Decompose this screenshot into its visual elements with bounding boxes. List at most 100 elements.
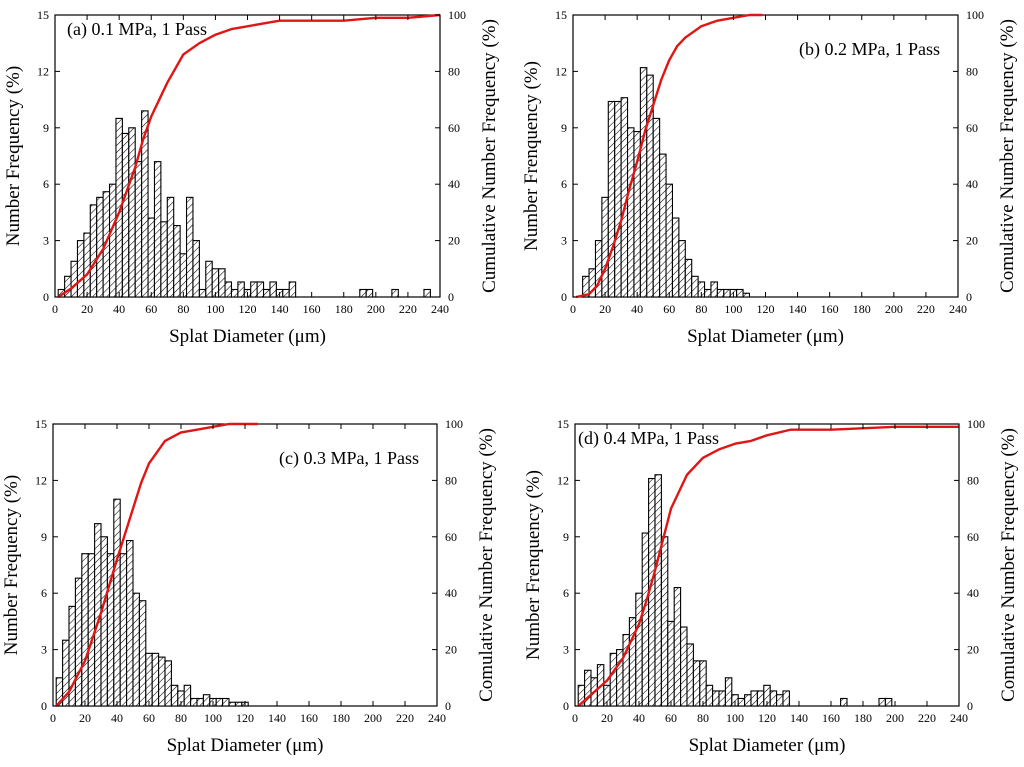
y-right-tick-label: 0 xyxy=(967,699,973,713)
histogram-bar xyxy=(100,536,108,707)
x-tick-label: 200 xyxy=(367,302,385,316)
histogram-bar xyxy=(710,281,718,298)
y-axis-title-right: Comulative Number Frequency (%) xyxy=(997,19,1018,293)
panel-label: (d) 0.4 MPa, 1 Pass xyxy=(578,428,719,449)
y-right-tick-label: 40 xyxy=(445,586,457,600)
y-tick-label: 9 xyxy=(43,121,49,135)
axis-ticks: 0 20 40 60 80 100 120 140 160 180 200 220 2400369121… xyxy=(35,417,463,725)
y-tick-label: 9 xyxy=(561,121,567,135)
histogram-bar xyxy=(256,281,265,298)
histogram-bar xyxy=(776,694,784,707)
panel-label: (c) 0.3 MPa, 1 Pass xyxy=(279,448,419,469)
histogram-bar xyxy=(614,100,622,298)
histogram-bar xyxy=(113,498,121,707)
x-axis-title: Splat Diameter (μm) xyxy=(689,735,846,756)
x-tick-label: 120 xyxy=(239,302,257,316)
x-tick-label: 0 xyxy=(570,302,576,316)
histogram-bar xyxy=(70,260,79,298)
x-tick-label: 60 xyxy=(145,302,157,316)
x-tick-label: 100 xyxy=(204,711,222,725)
histogram-bar xyxy=(365,288,374,298)
histogram-bar xyxy=(703,288,712,298)
x-tick-label: 20 xyxy=(601,711,613,725)
y-axis-title-right: Cumulative Number Frequency (%) xyxy=(479,19,500,293)
histogram-bar xyxy=(126,540,134,707)
histogram-bar xyxy=(164,660,172,707)
histogram-bar xyxy=(716,288,725,298)
axis-ticks: 0 20 40 60 80 100 120 140 160 180 200 220 2400369121… xyxy=(37,8,466,316)
x-tick-label: 40 xyxy=(113,302,125,316)
y-right-tick-label: 60 xyxy=(445,530,457,544)
histogram-bar xyxy=(269,281,277,298)
x-tick-label: 60 xyxy=(665,711,677,725)
histogram-bars xyxy=(582,67,751,298)
y-right-tick-label: 0 xyxy=(966,290,972,304)
histogram-bar xyxy=(228,701,236,707)
histogram-bar xyxy=(202,694,211,707)
histogram-bar xyxy=(756,690,765,707)
y-tick-label: 3 xyxy=(563,643,569,657)
histogram-bar xyxy=(198,288,207,298)
y-tick-label: 9 xyxy=(41,530,47,544)
histogram-bars xyxy=(57,110,431,298)
histogram-bar xyxy=(665,183,674,298)
x-tick-label: 140 xyxy=(271,302,289,316)
histogram-bar xyxy=(684,258,693,298)
x-tick-label: 140 xyxy=(268,711,286,725)
y-right-tick-label: 40 xyxy=(967,586,979,600)
x-tick-label: 20 xyxy=(599,302,611,316)
y-tick-label: 0 xyxy=(563,699,569,713)
histogram-bar xyxy=(699,660,707,707)
histogram-bar xyxy=(81,553,89,707)
x-tick-label: 80 xyxy=(695,302,707,316)
y-tick-label: 6 xyxy=(41,586,47,600)
y-right-tick-label: 100 xyxy=(967,417,985,431)
x-tick-label: 140 xyxy=(789,302,807,316)
histogram-bar xyxy=(185,196,194,298)
y-tick-label: 0 xyxy=(43,290,49,304)
histogram-bar xyxy=(744,694,752,707)
y-axis-title-right: Comulative Number Frequency (%) xyxy=(476,428,497,702)
y-axis-title-right: Comulative Number Frequency (%) xyxy=(998,428,1019,702)
histogram-bar xyxy=(660,536,669,707)
x-tick-label: 0 xyxy=(50,711,56,725)
y-axis-title: Number Frenquency (%) xyxy=(523,470,544,660)
histogram-bar xyxy=(654,474,662,707)
x-tick-label: 120 xyxy=(758,711,776,725)
y-right-tick-label: 60 xyxy=(448,121,460,135)
histogram-bar xyxy=(183,684,192,707)
x-tick-label: 200 xyxy=(885,302,903,316)
histogram-bars xyxy=(55,498,249,707)
axis-ticks: 0 20 40 60 80 100 120 140 160 180 200 220 2400369121… xyxy=(557,417,985,725)
histogram-bars xyxy=(577,474,893,707)
histogram-bar xyxy=(237,281,245,298)
chart-panel-a: 0 20 40 60 80 100 120 140 160 180 200 220 2400369121… xyxy=(3,8,500,347)
histogram-bar xyxy=(782,690,790,707)
x-tick-label: 240 xyxy=(950,711,968,725)
histogram-bar xyxy=(166,196,175,298)
histogram-bar xyxy=(673,587,682,707)
y-right-tick-label: 100 xyxy=(445,417,463,431)
x-tick-label: 20 xyxy=(81,302,93,316)
histogram-bar xyxy=(635,592,643,707)
y-right-tick-label: 100 xyxy=(448,8,466,22)
cumulative-curve xyxy=(57,13,441,299)
x-tick-label: 180 xyxy=(335,302,353,316)
x-tick-label: 200 xyxy=(886,711,904,725)
histogram-bar xyxy=(141,110,149,298)
histogram-bar xyxy=(736,288,744,298)
histogram-bar xyxy=(884,697,893,707)
histogram-bar xyxy=(742,292,751,298)
histogram-bar xyxy=(119,553,128,707)
y-right-tick-label: 20 xyxy=(445,643,457,657)
histogram-bar xyxy=(222,697,230,707)
y-tick-label: 9 xyxy=(563,530,569,544)
y-tick-label: 15 xyxy=(555,8,567,22)
histogram-bar xyxy=(224,281,233,298)
y-tick-label: 0 xyxy=(561,290,567,304)
histogram-bar xyxy=(282,288,290,298)
histogram-bar xyxy=(190,697,198,707)
y-axis-title: Number Frequency (%) xyxy=(3,66,24,246)
histogram-bar xyxy=(132,592,140,707)
